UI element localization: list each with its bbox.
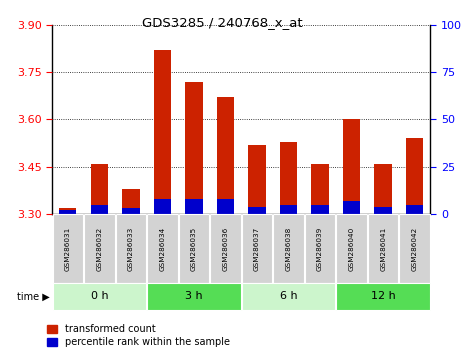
Bar [280,205,297,214]
Text: GSM286034: GSM286034 [159,227,166,271]
Text: 3 h: 3 h [185,291,203,302]
Text: 12 h: 12 h [371,291,395,302]
Bar [185,81,202,214]
Bar [280,142,297,214]
Text: GSM286031: GSM286031 [65,227,71,271]
Bar [217,199,234,214]
Bar [91,205,108,214]
Text: GDS3285 / 240768_x_at: GDS3285 / 240768_x_at [142,16,303,29]
Bar [154,199,171,214]
Text: GSM286036: GSM286036 [222,227,228,271]
Bar [91,164,108,214]
Bar [217,97,234,214]
Bar [248,145,266,214]
Text: GSM286032: GSM286032 [96,227,102,271]
Text: 0 h: 0 h [90,291,108,302]
Text: GSM286042: GSM286042 [412,227,418,271]
Text: GSM286033: GSM286033 [128,227,134,271]
Bar [122,189,140,214]
Bar [59,210,77,214]
Bar [406,205,423,214]
Text: 6 h: 6 h [280,291,298,302]
Bar [406,138,423,214]
Text: time ▶: time ▶ [17,291,50,302]
Text: GSM286035: GSM286035 [191,227,197,271]
Bar [311,205,329,214]
Legend: transformed count, percentile rank within the sample: transformed count, percentile rank withi… [47,325,230,347]
Text: GSM286041: GSM286041 [380,227,386,271]
Text: GSM286040: GSM286040 [349,227,355,271]
Bar [311,164,329,214]
Text: GSM286039: GSM286039 [317,227,323,271]
Bar [343,201,360,214]
Bar [59,208,77,214]
Bar [154,50,171,214]
Text: GSM286038: GSM286038 [286,227,291,271]
Bar [375,164,392,214]
Bar [122,209,140,214]
Bar [375,207,392,214]
Text: GSM286037: GSM286037 [254,227,260,271]
Bar [343,119,360,214]
Bar [248,207,266,214]
Bar [185,199,202,214]
